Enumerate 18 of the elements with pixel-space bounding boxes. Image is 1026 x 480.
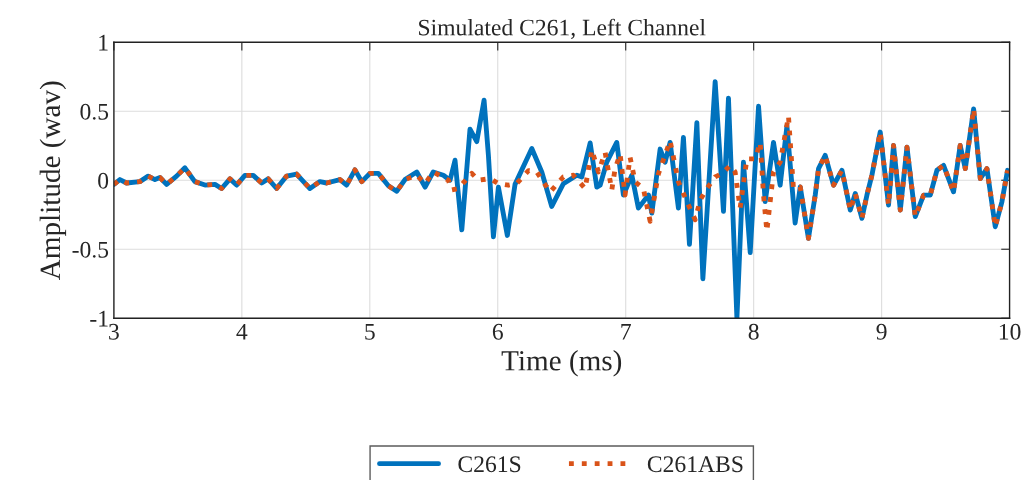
x-axis-title: Time (ms) xyxy=(501,350,622,377)
x-tick-label: 8 xyxy=(748,323,759,340)
x-tick-label: 7 xyxy=(621,324,631,340)
x-tick-label: 10 xyxy=(999,323,1021,340)
y-axis-title: Amplitude (wav) xyxy=(39,81,67,280)
x-tick-label: 9 xyxy=(876,323,887,340)
x-tick-label: 5 xyxy=(365,324,375,340)
y-tick-label: 0 xyxy=(98,172,109,189)
y-tick-label: 0.5 xyxy=(80,103,109,120)
chart-title: Simulated C261, Left Channel xyxy=(419,18,706,39)
legend-label: C261ABS xyxy=(647,456,743,473)
x-tick-label: 4 xyxy=(236,323,248,340)
y-tick-label: -1 xyxy=(90,310,108,327)
y-tick-label: 1 xyxy=(99,34,108,51)
x-tick-label: 3 xyxy=(109,323,119,340)
legend-label: C261S xyxy=(458,456,521,473)
y-tick-label: -0.5 xyxy=(72,241,109,258)
x-tick-label: 6 xyxy=(492,323,503,340)
